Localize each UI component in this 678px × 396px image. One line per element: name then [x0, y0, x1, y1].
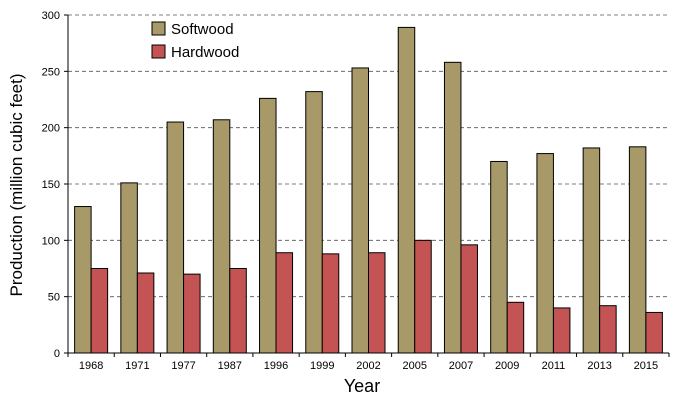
- bar-hardwood-1968: [90, 268, 109, 354]
- bar-hardwood-2005: [414, 239, 432, 354]
- bar-softwood-1968: [74, 206, 92, 354]
- legend-swatch-hardwood: [151, 44, 166, 59]
- bar-hardwood-2013: [599, 305, 617, 354]
- y-tick-label: 250: [42, 66, 60, 78]
- bar-hardwood-2009: [506, 301, 525, 354]
- bar-softwood-2002: [351, 67, 369, 354]
- y-tick-label: 150: [42, 179, 60, 191]
- x-tick-label: 2011: [542, 360, 566, 372]
- y-tick-label: 100: [42, 235, 60, 247]
- x-tick-labels: 1968 1971 1977 1987 1996 1999 2002 2005 2007 2009…: [79, 360, 658, 372]
- x-tick-label: 1996: [264, 360, 288, 372]
- bar-softwood-2007: [443, 61, 462, 354]
- x-tick-label: 1977: [171, 360, 195, 372]
- bar-softwood-1977: [166, 121, 185, 354]
- x-tick-label: 2005: [402, 360, 426, 372]
- legend-label-softwood: Softwood: [171, 21, 234, 38]
- bar-softwood-1971: [120, 182, 138, 354]
- x-tick-label: 2007: [449, 360, 473, 372]
- y-tick-label: 200: [42, 123, 60, 135]
- x-axis-title: Year: [344, 376, 380, 396]
- bar-hardwood-1971: [136, 272, 155, 354]
- x-tick-label: 2009: [495, 360, 519, 372]
- bar-softwood-2015: [628, 146, 647, 354]
- x-tick-label: 1971: [125, 360, 149, 372]
- legend-label-hardwood: Hardwood: [171, 44, 239, 61]
- bar-hardwood-2015: [645, 311, 663, 354]
- bar-hardwood-1999: [321, 253, 340, 354]
- bar-hardwood-2002: [368, 252, 386, 354]
- y-tick-label: 300: [42, 10, 60, 22]
- x-tick-label: 1999: [310, 360, 334, 372]
- bar-hardwood-2011: [552, 307, 571, 354]
- legend: Softwood Hardwood: [151, 21, 239, 61]
- bars: [74, 26, 663, 354]
- y-tick-label: 0: [54, 348, 60, 360]
- bar-softwood-2009: [490, 160, 508, 354]
- x-tick-label: 2015: [634, 360, 658, 372]
- x-tick-label: 1987: [218, 360, 242, 372]
- bar-softwood-1987: [212, 119, 231, 354]
- bar-softwood-1996: [259, 97, 277, 354]
- y-tick-labels: 0 50 100 150 200 250 300: [42, 10, 60, 360]
- legend-swatch-softwood: [151, 21, 166, 36]
- axes: [64, 14, 670, 357]
- y-axis-title: Production (million cubic feet): [7, 74, 26, 297]
- bar-softwood-2011: [536, 153, 554, 354]
- bar-softwood-2005: [397, 26, 416, 354]
- bar-hardwood-1996: [275, 252, 294, 354]
- bar-softwood-1999: [305, 91, 323, 354]
- x-tick-label: 2002: [356, 360, 380, 372]
- bar-softwood-2013: [582, 147, 601, 354]
- bar-hardwood-1987: [229, 268, 247, 354]
- bar-hardwood-2007: [460, 244, 478, 354]
- bar-hardwood-1977: [183, 273, 201, 354]
- y-tick-label: 50: [48, 292, 60, 304]
- x-tick-label: 1968: [79, 360, 103, 372]
- x-tick-label: 2013: [587, 360, 611, 372]
